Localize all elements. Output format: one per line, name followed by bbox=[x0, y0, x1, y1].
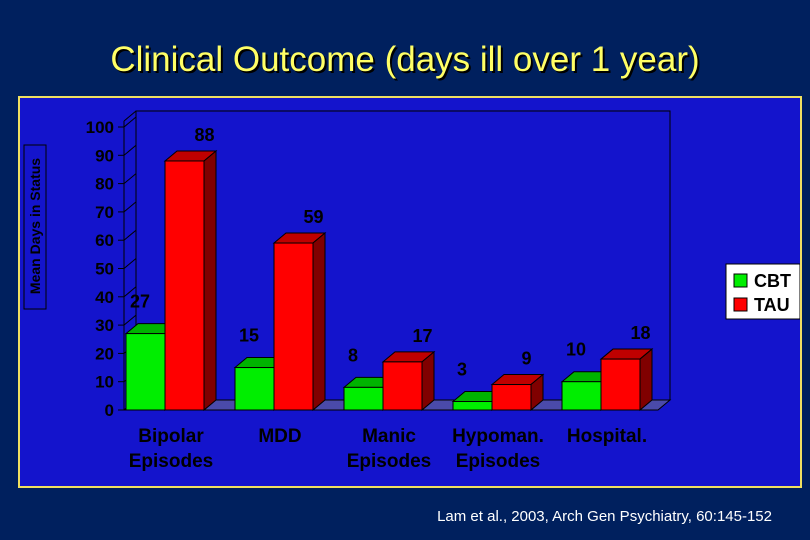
y-tick-depth bbox=[123, 229, 137, 241]
category-label: Episodes bbox=[129, 451, 213, 472]
y-tick-depth bbox=[123, 201, 137, 213]
data-label-tau: 9 bbox=[522, 349, 532, 369]
bar-tau bbox=[164, 160, 205, 411]
y-axis-depth-line bbox=[123, 110, 137, 122]
legend-swatch-tau bbox=[733, 297, 748, 312]
y-tick-label: 70 bbox=[95, 203, 114, 222]
bar-chart: 0 10 20 30 40 50 60 70 80 90 100 Mean Days in Statu… bbox=[23, 110, 800, 472]
category-label: Hospital. bbox=[567, 426, 647, 447]
bar-cbt bbox=[343, 386, 384, 411]
citation: Lam et al., 2003, Arch Gen Psychiatry, 6… bbox=[437, 508, 772, 525]
data-label-tau: 17 bbox=[413, 326, 433, 346]
y-tick-label: 40 bbox=[95, 288, 114, 307]
y-tick-label: 80 bbox=[95, 175, 114, 194]
y-tick-depth bbox=[123, 173, 137, 184]
slide-title: Clinical Outcome (days ill over 1 year) bbox=[110, 40, 700, 79]
data-label-cbt: 3 bbox=[457, 360, 467, 380]
category-label: MDD bbox=[258, 426, 301, 447]
data-label-cbt: 27 bbox=[130, 292, 150, 312]
bar-cbt bbox=[452, 401, 493, 411]
y-tick-label: 0 bbox=[105, 401, 114, 420]
y-tick-depth bbox=[123, 144, 137, 156]
y-tick-label: 10 bbox=[95, 373, 114, 392]
y-tick-depth bbox=[123, 286, 137, 298]
chart-panel: 0 10 20 30 40 50 60 70 80 90 100 Mean Days in Statu… bbox=[18, 96, 802, 488]
category-label: Episodes bbox=[456, 451, 540, 472]
data-label-cbt: 15 bbox=[239, 326, 259, 346]
legend-swatch-cbt bbox=[733, 273, 748, 288]
data-label-tau: 88 bbox=[195, 125, 215, 145]
y-tick-label: 60 bbox=[95, 231, 114, 250]
y-tick-label: 90 bbox=[95, 146, 114, 165]
y-axis-label: Mean Days in Status bbox=[27, 158, 43, 294]
bar-cbt bbox=[234, 367, 275, 411]
bar-cbt bbox=[561, 381, 602, 411]
y-tick-label: 20 bbox=[95, 344, 114, 363]
y-tick-depth bbox=[123, 258, 137, 269]
y-tick-label: 100 bbox=[86, 118, 114, 137]
data-label-tau: 59 bbox=[304, 207, 324, 227]
bar-tau bbox=[382, 361, 423, 411]
category-label: Hypoman. bbox=[452, 426, 544, 447]
legend-label-tau: TAU bbox=[754, 295, 790, 315]
y-tick-label: 30 bbox=[95, 316, 114, 335]
y-tick-label: 50 bbox=[95, 260, 114, 279]
legend-label-cbt: CBT bbox=[754, 271, 791, 291]
category-label: Bipolar bbox=[138, 426, 204, 447]
data-label-cbt: 10 bbox=[566, 340, 586, 360]
bar-side-tau bbox=[421, 350, 435, 412]
category-label: Manic bbox=[362, 426, 416, 447]
bar-tau bbox=[273, 242, 314, 411]
data-label-cbt: 8 bbox=[348, 345, 358, 365]
data-label-tau: 18 bbox=[631, 323, 651, 343]
y-axis-label-box bbox=[23, 144, 47, 310]
bar-side-tau bbox=[203, 149, 217, 412]
category-label: Episodes bbox=[347, 451, 431, 472]
bar-tau bbox=[491, 384, 532, 411]
bar-cbt bbox=[125, 333, 166, 411]
y-tick-depth bbox=[123, 314, 137, 326]
bar-side-tau bbox=[639, 347, 653, 412]
bar-side-tau bbox=[312, 231, 326, 412]
bar-tau bbox=[600, 358, 641, 411]
y-tick-depth bbox=[123, 116, 137, 128]
